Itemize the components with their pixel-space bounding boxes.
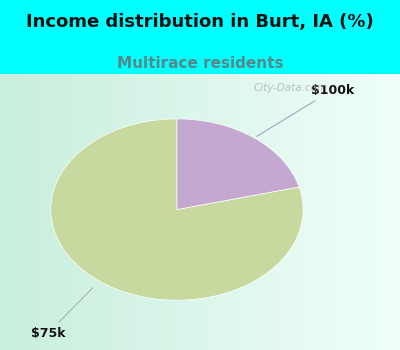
Text: Income distribution in Burt, IA (%): Income distribution in Burt, IA (%) — [26, 13, 374, 30]
Wedge shape — [177, 119, 299, 210]
Text: City-Data.com: City-Data.com — [254, 83, 328, 93]
Text: Multirace residents: Multirace residents — [117, 56, 283, 71]
Text: $100k: $100k — [257, 84, 354, 136]
Text: $75k: $75k — [31, 288, 93, 340]
Wedge shape — [51, 119, 303, 300]
